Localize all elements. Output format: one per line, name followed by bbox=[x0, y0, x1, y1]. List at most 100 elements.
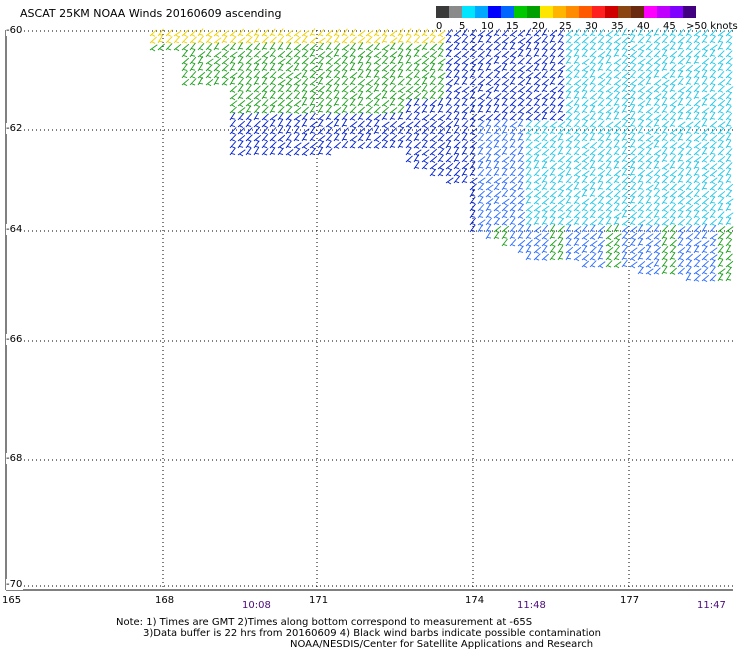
wind-barb-flag bbox=[158, 40, 164, 43]
wind-barb bbox=[493, 120, 501, 128]
wind-barb-flag bbox=[175, 34, 180, 38]
wind-barb-flag bbox=[655, 229, 660, 232]
wind-barb-flag bbox=[519, 34, 524, 37]
wind-barb bbox=[613, 37, 622, 44]
wind-barb bbox=[317, 147, 323, 156]
wind-barb-flag bbox=[399, 33, 404, 36]
wind-barb-flag bbox=[559, 167, 564, 171]
wind-barb bbox=[637, 238, 643, 247]
wind-barb-flag bbox=[263, 82, 268, 85]
wind-barb-flag bbox=[519, 83, 524, 87]
wind-barb bbox=[437, 91, 445, 100]
wind-barb bbox=[709, 254, 718, 261]
wind-barb-flag bbox=[423, 62, 428, 66]
wind-barb bbox=[485, 99, 493, 107]
wind-barb bbox=[389, 98, 396, 107]
wind-barb bbox=[301, 70, 308, 79]
wind-barb bbox=[525, 196, 531, 205]
colorbar-label-40: 40 bbox=[637, 21, 650, 32]
wind-barb-flag bbox=[359, 83, 364, 87]
wind-barb bbox=[589, 92, 598, 100]
wind-barb bbox=[269, 77, 276, 86]
wind-barb bbox=[509, 127, 517, 135]
note-line-2: 3)Data buffer is 22 hrs from 20160609 4)… bbox=[143, 628, 601, 639]
wind-barb bbox=[669, 154, 677, 163]
wind-barb bbox=[501, 168, 508, 177]
wind-barb-flag bbox=[407, 33, 412, 36]
wind-barb bbox=[357, 142, 366, 149]
wind-barb-flag bbox=[447, 111, 452, 114]
wind-barb bbox=[525, 148, 533, 156]
wind-barb-flag bbox=[591, 41, 596, 44]
wind-barb bbox=[589, 182, 596, 191]
wind-barb-flag bbox=[654, 75, 660, 78]
wind-barb-flag bbox=[599, 83, 604, 87]
wind-barb bbox=[509, 204, 517, 212]
wind-barb bbox=[693, 189, 700, 198]
wind-barb-flag bbox=[479, 139, 484, 142]
wind-barb-flag bbox=[623, 118, 628, 121]
wind-barb bbox=[469, 161, 476, 170]
wind-barb bbox=[613, 28, 621, 37]
wind-barb bbox=[469, 78, 477, 86]
wind-barb-flag bbox=[567, 48, 572, 51]
wind-barb bbox=[261, 51, 270, 58]
wind-barb-flag bbox=[535, 230, 540, 234]
wind-barb-flag bbox=[607, 202, 612, 205]
wind-barb-flag bbox=[534, 222, 540, 225]
wind-barb bbox=[389, 70, 396, 79]
wind-barb bbox=[461, 92, 470, 100]
wind-barb-flag bbox=[375, 111, 380, 114]
wind-barb bbox=[429, 77, 436, 86]
wind-barb bbox=[501, 162, 510, 170]
wind-barb-flag bbox=[358, 47, 364, 50]
wind-barb bbox=[509, 161, 516, 170]
wind-barb bbox=[613, 105, 620, 114]
wind-barb-flag bbox=[431, 40, 436, 43]
wind-barb bbox=[349, 71, 358, 79]
wind-barb bbox=[509, 113, 517, 121]
wind-barb-flag bbox=[695, 188, 700, 191]
wind-barb-flag bbox=[463, 180, 468, 183]
wind-barb-flag bbox=[495, 132, 500, 135]
wind-barb bbox=[565, 91, 572, 100]
wind-barb-flag bbox=[255, 90, 260, 93]
wind-barb-flag bbox=[335, 76, 340, 79]
wind-barb bbox=[277, 142, 286, 149]
wind-barb bbox=[229, 112, 236, 121]
wind-barb-flag bbox=[503, 173, 508, 176]
wind-barb-flag bbox=[726, 250, 732, 253]
wind-barb-flag bbox=[703, 272, 708, 275]
wind-barb bbox=[725, 154, 732, 163]
wind-barb-flag bbox=[623, 173, 628, 176]
wind-barb-flag bbox=[638, 243, 644, 246]
wind-barb bbox=[677, 238, 684, 247]
wind-barb bbox=[541, 197, 550, 205]
wind-barb bbox=[685, 28, 692, 37]
wind-barb bbox=[469, 183, 477, 191]
wind-barb-flag bbox=[455, 69, 460, 72]
wind-barb bbox=[501, 125, 507, 135]
wind-barb bbox=[469, 154, 476, 163]
wind-barb-flag bbox=[543, 202, 548, 206]
wind-barb-flag bbox=[374, 89, 380, 92]
wind-barb bbox=[557, 78, 565, 86]
wind-barb bbox=[557, 105, 564, 114]
wind-barb bbox=[525, 141, 533, 149]
wind-barb-flag bbox=[351, 103, 356, 106]
wind-barb-flag bbox=[511, 166, 516, 169]
wind-barb bbox=[669, 142, 678, 149]
wind-barb bbox=[637, 252, 643, 261]
wind-barb bbox=[645, 35, 652, 44]
wind-barb bbox=[661, 98, 668, 107]
wind-barb bbox=[269, 105, 275, 114]
wind-barb bbox=[669, 92, 677, 100]
wind-barb bbox=[645, 43, 653, 51]
wind-barb-flag bbox=[559, 90, 564, 93]
wind-barb-flag bbox=[599, 195, 604, 198]
wind-barb-flag bbox=[671, 139, 676, 142]
wind-barb bbox=[405, 43, 413, 51]
wind-barb bbox=[389, 85, 397, 93]
wind-barb bbox=[509, 105, 517, 114]
wind-barb bbox=[277, 42, 284, 51]
